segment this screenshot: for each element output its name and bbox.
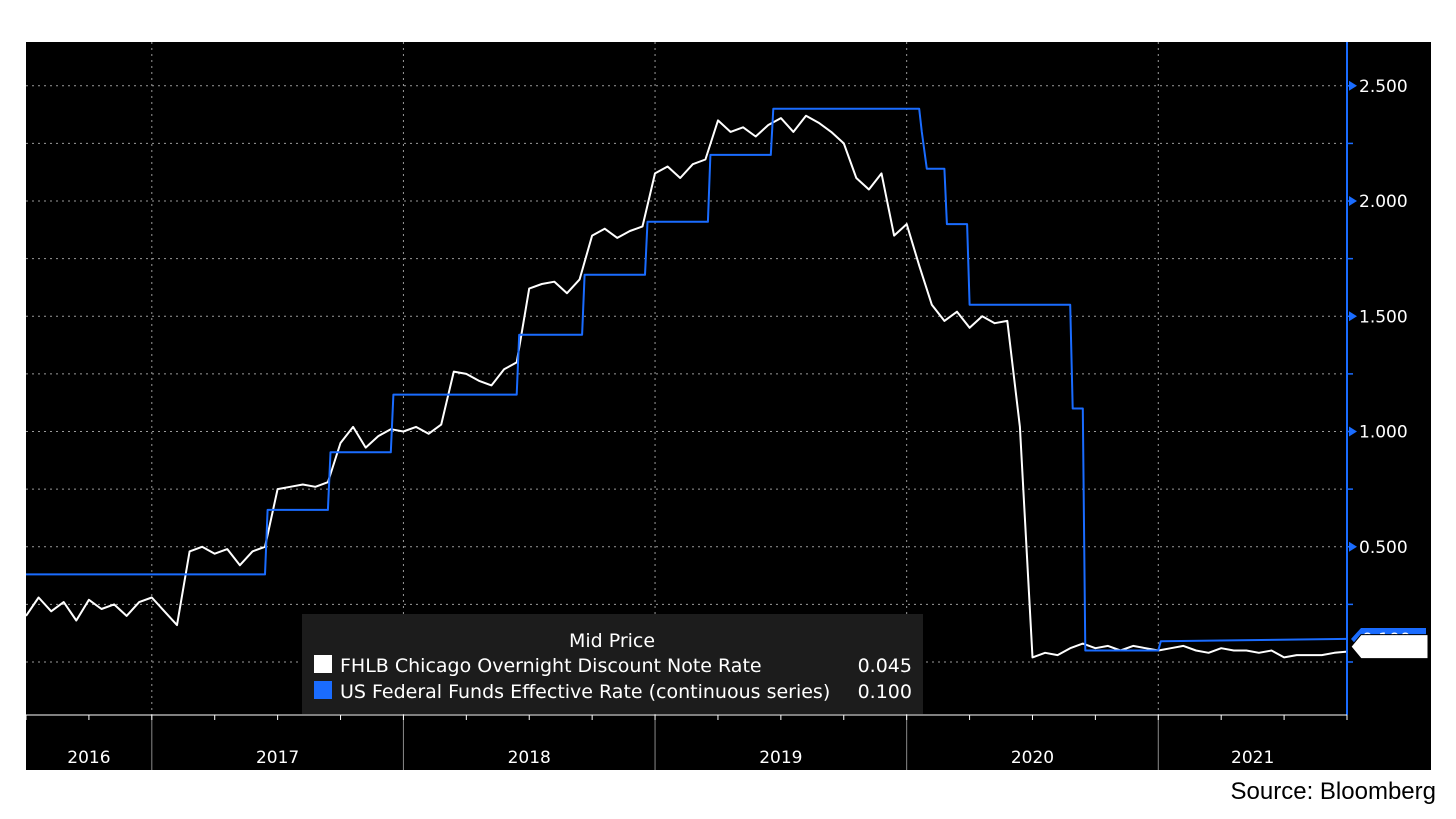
y-tick-marker xyxy=(1349,426,1357,437)
legend: Mid Price FHLB Chicago Overnight Discoun… xyxy=(302,614,923,714)
source-note: Source: Bloomberg xyxy=(1230,778,1436,805)
year-dividers xyxy=(151,715,1159,770)
legend-label-fedfunds: US Federal Funds Effective Rate (continu… xyxy=(340,681,830,703)
x-year-label: 2021 xyxy=(1231,748,1274,768)
series-line-fhlb xyxy=(25,114,1348,659)
legend-title: Mid Price xyxy=(569,630,655,652)
y-tick-marker xyxy=(1349,196,1357,207)
series-layer xyxy=(25,107,1348,659)
legend-value-fhlb: 0.045 xyxy=(858,655,912,677)
x-year-label: 2018 xyxy=(508,748,551,768)
y-tick-label: 1.000 xyxy=(1359,423,1408,443)
legend-swatch-fedfunds xyxy=(314,681,332,699)
last-value-tag-fhlb xyxy=(1350,634,1429,660)
y-tick-label: 1.500 xyxy=(1359,307,1408,327)
legend-label-fhlb: FHLB Chicago Overnight Discount Note Rat… xyxy=(340,655,762,677)
y-axis: 2.500 2.000 1.500 1.000 0.500 xyxy=(1346,42,1408,715)
x-axis: 2016 2017 2018 2019 2020 2021 xyxy=(25,714,1348,768)
x-year-label: 2020 xyxy=(1011,748,1054,768)
y-tick-label: 2.000 xyxy=(1359,192,1408,212)
x-year-label: 2016 xyxy=(67,748,110,768)
legend-swatch-fhlb xyxy=(314,655,332,673)
x-year-label: 2017 xyxy=(256,748,299,768)
x-year-label: 2019 xyxy=(759,748,802,768)
y-tick-label: 2.500 xyxy=(1359,77,1408,97)
y-tick-marker xyxy=(1349,80,1357,91)
last-value-label-fhlb: 0.045 xyxy=(1362,638,1411,658)
series-line-fedfunds xyxy=(26,107,1348,652)
y-tick-marker xyxy=(1349,541,1357,552)
legend-value-fedfunds: 0.100 xyxy=(858,681,912,703)
legend-background xyxy=(302,614,923,714)
y-tick-marker xyxy=(1349,311,1357,322)
y-tick-label: 0.500 xyxy=(1359,538,1408,558)
